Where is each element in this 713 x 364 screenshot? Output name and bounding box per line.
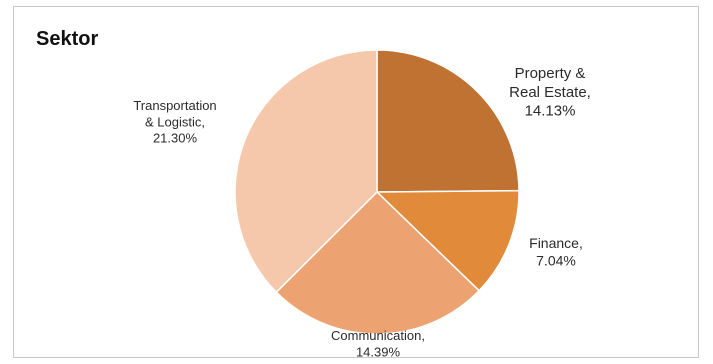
slice-label-finance: Finance, 7.04% [529,235,583,269]
slice-label-communication: Communication, 14.39% [331,328,425,359]
pie-slice-transportation-logistic [234,49,378,294]
slice-label-transportation-logistic: Transportation & Logistic, 21.30% [133,98,216,146]
pie-slice-finance [375,189,520,292]
pie-slice-property-real-estate [376,49,520,193]
chart-title: Sektor [36,28,99,50]
slice-label-property-real-estate: Property & Real Estate, 14.13% [509,65,591,120]
pie-slice-communication [275,190,481,335]
